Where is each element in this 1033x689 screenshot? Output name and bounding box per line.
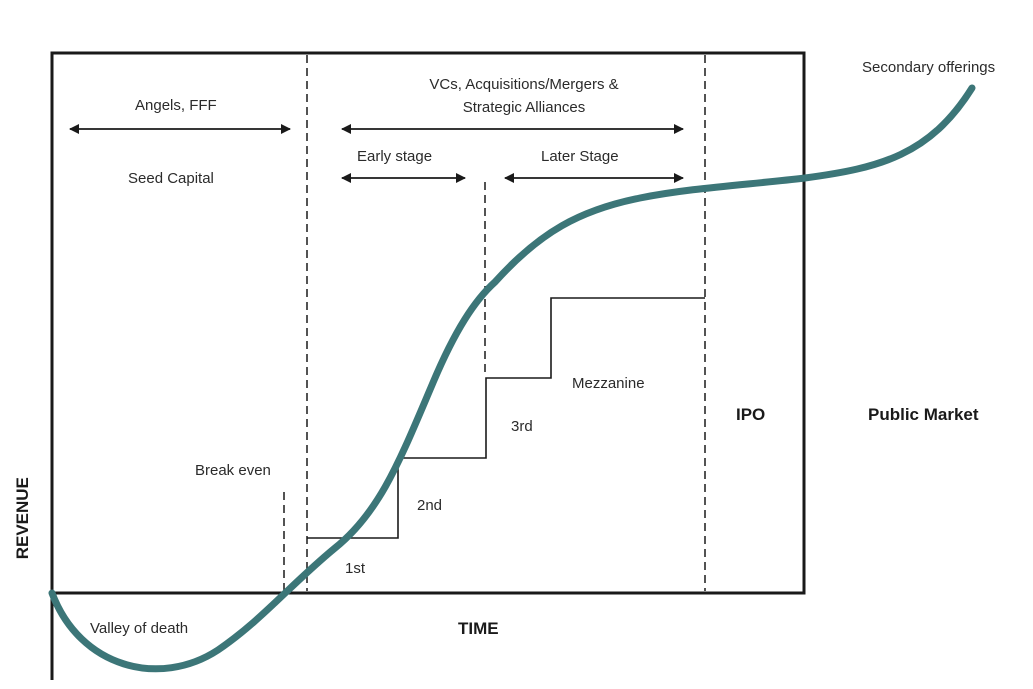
funding-rounds-staircase (307, 297, 705, 539)
label-angels: Angels, FFF (135, 97, 217, 114)
y-axis-label: REVENUE (12, 477, 32, 560)
label-public-market: Public Market (868, 405, 979, 424)
label-mezzanine: Mezzanine (572, 375, 645, 392)
label-round-3rd: 3rd (511, 418, 533, 435)
label-early-stage: Early stage (357, 148, 433, 165)
label-secondary-offerings: Secondary offerings (862, 59, 996, 76)
label-break-even: Break even (195, 462, 271, 479)
label-round-1st: 1st (345, 560, 366, 577)
label-later-stage: Later Stage (541, 148, 619, 165)
growth-curve (48, 84, 976, 673)
x-axis-label: TIME (458, 619, 499, 638)
label-ipo: IPO (736, 405, 766, 424)
label-round-2nd: 2nd (417, 497, 443, 514)
label-vcs-line2: Strategic Alliances (462, 99, 586, 116)
label-seed-capital: Seed Capital (128, 170, 214, 187)
label-vcs-line1: VCs, Acquisitions/Mergers & (429, 76, 619, 93)
label-valley-of-death: Valley of death (90, 620, 189, 637)
